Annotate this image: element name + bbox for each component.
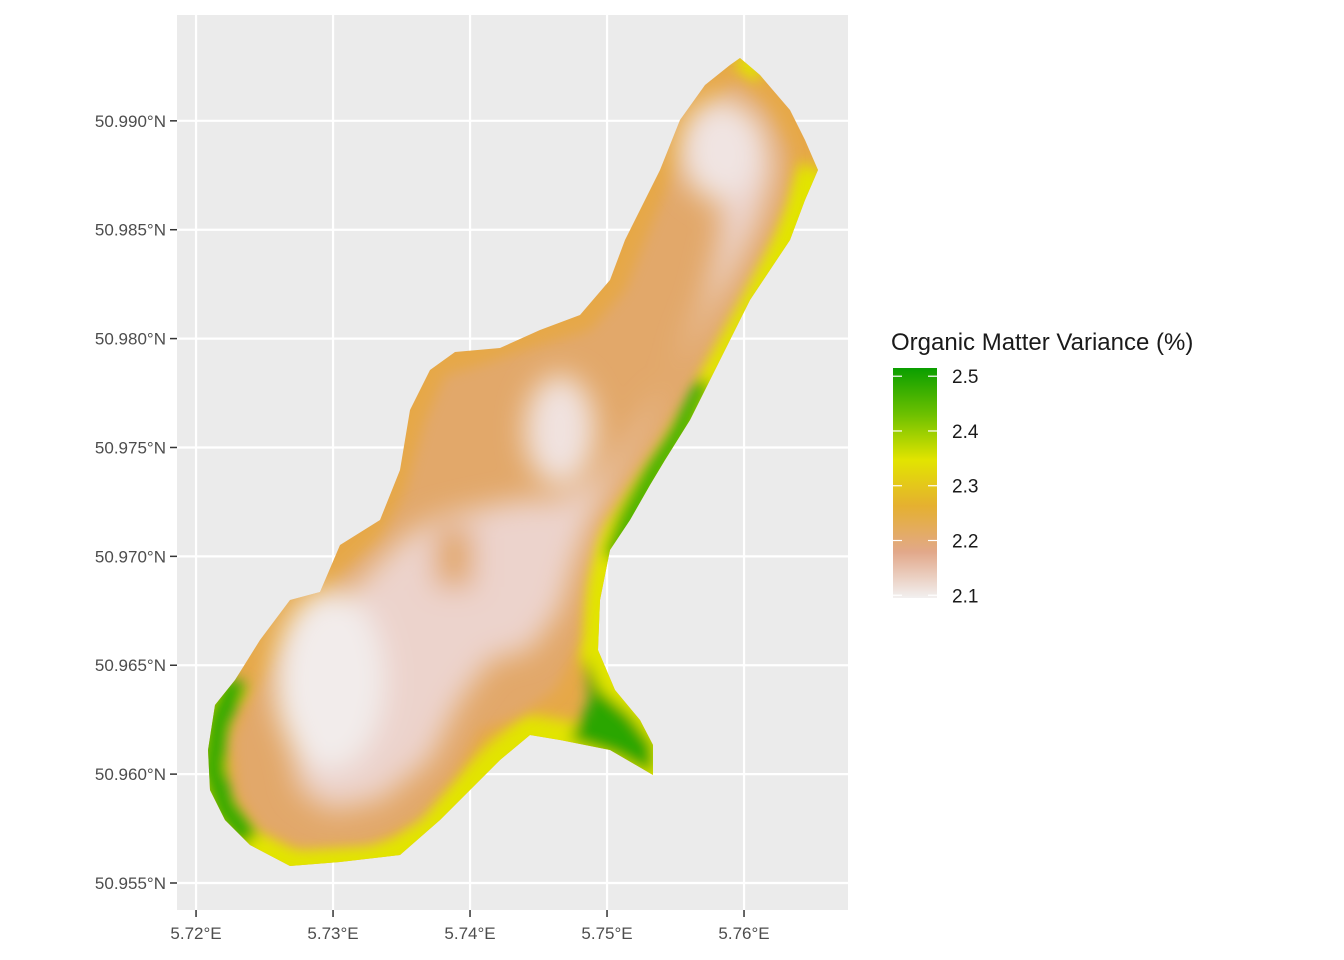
x-tick-label: 5.72°E: [170, 924, 221, 943]
legend-label: 2.1: [952, 586, 978, 607]
y-tick-label: 50.965°N: [95, 656, 166, 675]
colorbar: [893, 368, 937, 598]
y-tick-label: 50.980°N: [95, 330, 166, 349]
legend: Organic Matter Variance (%) 2.1 2.2 2.3 2.4…: [891, 329, 1193, 607]
y-tick-label: 50.955°N: [95, 874, 166, 893]
legend-title: Organic Matter Variance (%): [891, 329, 1193, 356]
high-variance-zones: [208, 58, 818, 866]
y-tick-label: 50.990°N: [95, 112, 166, 131]
x-tick-label: 5.73°E: [307, 924, 358, 943]
legend-label: 2.2: [952, 532, 978, 553]
legend-label: 2.4: [952, 422, 979, 443]
y-tick-label: 50.970°N: [95, 547, 166, 566]
x-tick-label: 5.74°E: [444, 924, 495, 943]
y-tick-label: 50.975°N: [95, 438, 166, 457]
axes: 5.72°E 5.73°E 5.74°E 5.75°E 5.76°E 50.955°N 50…: [95, 112, 770, 943]
x-tick-label: 5.76°E: [718, 924, 769, 943]
y-tick-label: 50.960°N: [95, 765, 166, 784]
x-tick-label: 5.75°E: [581, 924, 632, 943]
legend-label: 2.3: [952, 477, 978, 498]
y-tick-label: 50.985°N: [95, 221, 166, 240]
legend-label: 2.5: [952, 367, 978, 388]
low-variance-core: [275, 95, 775, 810]
